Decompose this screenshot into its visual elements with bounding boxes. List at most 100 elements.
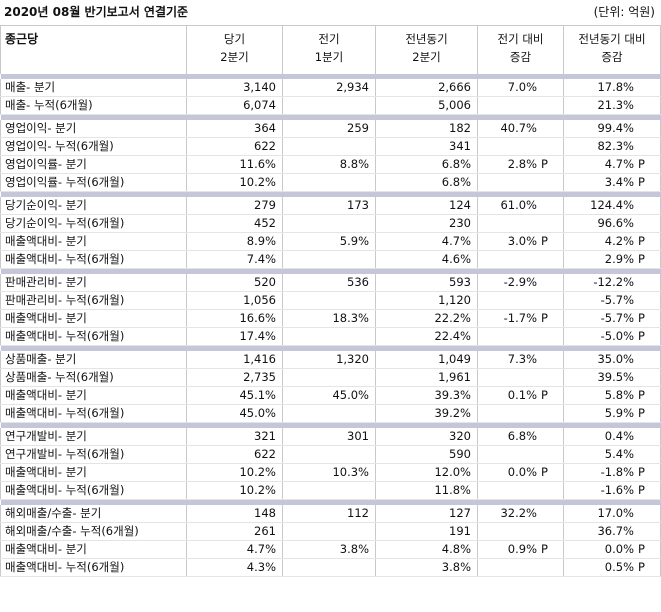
cell-qoq-change: -1.7% P — [477, 309, 564, 328]
change-value: -5.7% — [600, 293, 634, 307]
row-label: 매출액대비- 분기 — [0, 540, 187, 559]
percent-point-mark: P — [638, 329, 645, 343]
cell-qoq-change: 32.2% — [477, 505, 564, 523]
cell-prev — [282, 214, 376, 233]
change-value: 3.0% — [507, 234, 537, 248]
cell-current: 16.6% — [186, 309, 283, 328]
change-value: -5.7% — [600, 311, 634, 325]
cell-yoy: 124 — [375, 197, 478, 215]
cell-prev — [282, 327, 376, 346]
cell-current: 321 — [186, 428, 283, 446]
cell-yoy: 593 — [375, 274, 478, 292]
cell-prev — [282, 558, 376, 577]
cell-prev: 536 — [282, 274, 376, 292]
change-value: 21.3% — [597, 98, 634, 112]
cell-qoq-change: 0.1% P — [477, 386, 564, 405]
col-header-yoy: 전년동기 2분기 — [375, 25, 478, 74]
cell-current: 279 — [186, 197, 283, 215]
col-header-prev: 전기 1분기 — [282, 25, 376, 74]
change-value: -2.9% — [503, 275, 537, 289]
percent-point-mark: P — [541, 542, 548, 556]
change-value: 7.0% — [507, 80, 537, 94]
cell-prev: 45.0% — [282, 386, 376, 405]
change-value: 124.4% — [590, 198, 634, 212]
cell-qoq-change — [477, 214, 564, 233]
change-value: -1.8% — [600, 465, 634, 479]
col-header-line: 전기 — [318, 32, 340, 46]
table-row: 매출액대비- 누적(6개월) 10.2% 11.8% -1.6% P — [0, 481, 661, 500]
table-row: 당기순이익- 분기 279 173 124 61.0% 124.4% — [0, 197, 661, 215]
cell-yoy-change: 96.6% — [563, 214, 661, 233]
table-row: 판매관리비- 분기 520 536 593 -2.9% -12.2% — [0, 274, 661, 292]
cell-yoy-change: 0.5% P — [563, 558, 661, 577]
row-label: 매출액대비- 누적(6개월) — [0, 558, 187, 577]
percent-point-mark: P — [638, 483, 645, 497]
cell-prev: 259 — [282, 120, 376, 138]
group-separator — [0, 345, 661, 351]
cell-yoy: 1,961 — [375, 368, 478, 387]
cell-current: 6,074 — [186, 96, 283, 115]
row-label: 매출액대비- 분기 — [0, 232, 187, 251]
row-label: 매출- 누적(6개월) — [0, 96, 187, 115]
table-row: 영업이익- 분기 364 259 182 40.7% 99.4% — [0, 120, 661, 138]
cell-current: 45.1% — [186, 386, 283, 405]
financial-table: 종근당 당기 2분기 전기 1분기 전년동기 2분기 전기 대비 증감 전년동기 대비 증… — [0, 25, 661, 577]
cell-yoy: 3.8% — [375, 558, 478, 577]
separator-cell — [0, 114, 661, 120]
cell-qoq-change: 7.3% — [477, 351, 564, 369]
percent-point-mark: P — [638, 406, 645, 420]
change-value: 2.8% — [507, 157, 537, 171]
change-value: 0.1% — [507, 388, 537, 402]
change-value: 5.9% — [604, 406, 634, 420]
group-separator — [0, 114, 661, 120]
table-row: 매출액대비- 누적(6개월) 17.4% 22.4% -5.0% P — [0, 327, 661, 346]
change-value: 5.8% — [604, 388, 634, 402]
table-row: 매출액대비- 분기 16.6% 18.3% 22.2% -1.7% P -5.7% P — [0, 309, 661, 328]
row-label: 매출액대비- 누적(6개월) — [0, 327, 187, 346]
cell-prev: 301 — [282, 428, 376, 446]
cell-current: 7.4% — [186, 250, 283, 269]
table-row: 매출액대비- 누적(6개월) 4.3% 3.8% 0.5% P — [0, 558, 661, 577]
percent-point-mark: P — [638, 234, 645, 248]
table-row: 해외매출/수출- 분기 148 112 127 32.2% 17.0% — [0, 505, 661, 523]
cell-yoy-change: 39.5% — [563, 368, 661, 387]
change-value: -12.2% — [593, 275, 634, 289]
change-value: 2.9% — [604, 252, 634, 266]
change-value: 0.5% — [604, 560, 634, 574]
row-label: 매출- 분기 — [0, 79, 187, 97]
percent-point-mark: P — [541, 388, 548, 402]
table-row: 매출액대비- 분기 45.1% 45.0% 39.3% 0.1% P 5.8% P — [0, 386, 661, 405]
row-label: 상품매출- 분기 — [0, 351, 187, 369]
row-label: 당기순이익- 누적(6개월) — [0, 214, 187, 233]
table-row: 판매관리비- 누적(6개월) 1,056 1,120 -5.7% — [0, 291, 661, 310]
row-label: 연구개발비- 분기 — [0, 428, 187, 446]
cell-yoy-change: -5.7% — [563, 291, 661, 310]
cell-qoq-change — [477, 481, 564, 500]
cell-current: 10.2% — [186, 173, 283, 192]
cell-current: 520 — [186, 274, 283, 292]
table-row: 상품매출- 누적(6개월) 2,735 1,961 39.5% — [0, 368, 661, 387]
group-separator — [0, 268, 661, 274]
change-value: 4.2% — [604, 234, 634, 248]
cell-yoy-change: -1.6% P — [563, 481, 661, 500]
cell-current: 8.9% — [186, 232, 283, 251]
cell-prev — [282, 137, 376, 156]
change-value: 0.9% — [507, 542, 537, 556]
row-label: 매출액대비- 누적(6개월) — [0, 404, 187, 423]
change-value: 17.8% — [597, 80, 634, 94]
change-value: 39.5% — [597, 370, 634, 384]
table-row: 상품매출- 분기 1,416 1,320 1,049 7.3% 35.0% — [0, 351, 661, 369]
row-label: 매출액대비- 분기 — [0, 386, 187, 405]
cell-current: 261 — [186, 522, 283, 541]
cell-yoy-change: 5.8% P — [563, 386, 661, 405]
percent-point-mark: P — [638, 542, 645, 556]
company-name: 종근당 — [0, 25, 187, 74]
percent-point-mark: P — [638, 560, 645, 574]
col-header-line: 1분기 — [314, 50, 344, 64]
cell-qoq-change: 3.0% P — [477, 232, 564, 251]
cell-current: 11.6% — [186, 155, 283, 174]
table-row: 영업이익률- 분기 11.6% 8.8% 6.8% 2.8% P 4.7% P — [0, 155, 661, 174]
row-label: 연구개발비- 누적(6개월) — [0, 445, 187, 464]
cell-yoy: 182 — [375, 120, 478, 138]
cell-current: 45.0% — [186, 404, 283, 423]
